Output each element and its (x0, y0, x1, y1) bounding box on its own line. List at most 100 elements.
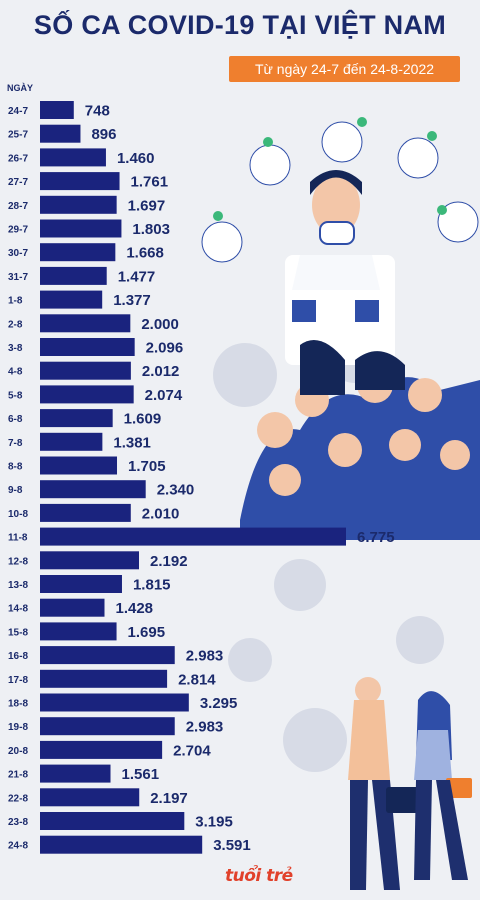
category-label: 14-8 (8, 604, 28, 615)
category-label: 11-8 (8, 533, 28, 544)
category-label: 1-8 (8, 296, 23, 307)
doctor-illustration (285, 170, 395, 365)
category-label: 30-7 (8, 248, 28, 259)
value-label: 2.197 (150, 790, 188, 807)
category-label: 24-7 (8, 106, 28, 117)
bar-8-8 (40, 456, 118, 475)
category-label: 16-8 (8, 651, 28, 662)
category-label: 25-7 (8, 130, 28, 141)
bar-12-8 (40, 551, 140, 570)
bar-1-8 (40, 290, 103, 309)
category-label: 18-8 (8, 699, 28, 710)
value-label: 1.377 (113, 292, 151, 309)
bar-14-8 (40, 598, 105, 617)
category-label: 20-8 (8, 746, 28, 757)
date-range-badge: Từ ngày 24-7 đến 24-8-2022 (229, 56, 460, 82)
bar-30-7 (40, 243, 116, 262)
category-label: 10-8 (8, 509, 28, 520)
bar-7-8 (40, 432, 103, 451)
y-axis-label: NGÀY (7, 83, 34, 93)
bar-19-8 (40, 717, 175, 736)
value-label: 1.460 (117, 150, 155, 167)
category-label: 15-8 (8, 627, 28, 638)
value-label: 2.814 (178, 671, 216, 688)
bar-5-8 (40, 385, 134, 404)
value-label: 6.775 (357, 529, 395, 546)
bar-9-8 (40, 480, 146, 499)
category-label: 8-8 (8, 462, 23, 473)
tuoi-tre-logo: tuổi trẻ (225, 866, 293, 886)
category-label: 29-7 (8, 225, 28, 236)
bar-2-8 (40, 314, 131, 333)
bar-20-8 (40, 740, 163, 759)
value-label: 3.195 (195, 814, 233, 831)
value-label: 2.983 (186, 648, 224, 665)
crowd-illustration (240, 340, 480, 540)
category-label: 2-8 (8, 319, 23, 330)
value-label: 1.668 (126, 245, 164, 262)
category-label: 17-8 (8, 675, 28, 686)
value-label: 2.012 (142, 363, 180, 380)
category-label: 3-8 (8, 343, 23, 354)
bar-16-8 (40, 646, 175, 665)
value-label: 2.000 (141, 316, 179, 333)
value-label: 3.295 (200, 695, 238, 712)
bar-3-8 (40, 338, 135, 356)
value-label: 2.096 (146, 340, 184, 357)
value-label: 1.428 (115, 600, 153, 617)
category-label: 4-8 (8, 367, 23, 378)
value-label: 1.695 (128, 624, 166, 641)
value-label: 2.983 (186, 719, 224, 736)
value-label: 1.477 (118, 268, 156, 285)
category-label: 6-8 (8, 414, 23, 425)
bar-6-8 (40, 409, 113, 428)
bar-21-8 (40, 764, 111, 783)
bar-24-7 (40, 101, 74, 119)
category-label: 24-8 (8, 841, 28, 852)
category-label: 22-8 (8, 793, 28, 804)
bar-26-7 (40, 148, 106, 167)
avatar-bubbles (201, 117, 479, 263)
bar-18-8 (40, 693, 189, 712)
bar-15-8 (40, 622, 117, 641)
value-label: 1.609 (124, 411, 162, 428)
category-label: 21-8 (8, 770, 28, 781)
bar-13-8 (40, 575, 122, 593)
value-label: 896 (91, 126, 116, 143)
bar-29-7 (40, 219, 122, 238)
bar-11-8 (40, 527, 346, 546)
bar-31-7 (40, 266, 107, 285)
category-label: 19-8 (8, 722, 28, 733)
value-label: 1.697 (128, 197, 166, 214)
value-label: 1.381 (113, 434, 151, 451)
value-label: 2.340 (157, 482, 195, 499)
bar-23-8 (40, 812, 185, 830)
bar-28-7 (40, 195, 117, 214)
bar-17-8 (40, 669, 168, 688)
value-label: 748 (85, 103, 110, 120)
value-label: 1.561 (122, 766, 160, 783)
category-label: 5-8 (8, 390, 23, 401)
value-label: 2.074 (145, 387, 183, 404)
walking-people-illustration (348, 677, 472, 890)
bar-4-8 (40, 361, 131, 380)
bar-25-7 (40, 124, 81, 143)
page-title: SỐ CA COVID-19 TẠI VIỆT NAM (33, 10, 447, 40)
category-label: 9-8 (8, 485, 23, 496)
bar-22-8 (40, 788, 140, 807)
value-label: 2.704 (173, 742, 211, 759)
bar-27-7 (40, 172, 120, 191)
category-label: 13-8 (8, 580, 28, 591)
value-label: 3.591 (213, 837, 251, 854)
category-label: 31-7 (8, 272, 28, 283)
value-label: 2.192 (150, 553, 188, 570)
bar-10-8 (40, 503, 131, 522)
bar-24-8 (40, 835, 203, 854)
value-label: 2.010 (142, 505, 180, 522)
category-label: 27-7 (8, 177, 28, 188)
value-label: 1.815 (133, 577, 171, 594)
category-label: 7-8 (8, 438, 23, 449)
category-label: 12-8 (8, 556, 28, 567)
